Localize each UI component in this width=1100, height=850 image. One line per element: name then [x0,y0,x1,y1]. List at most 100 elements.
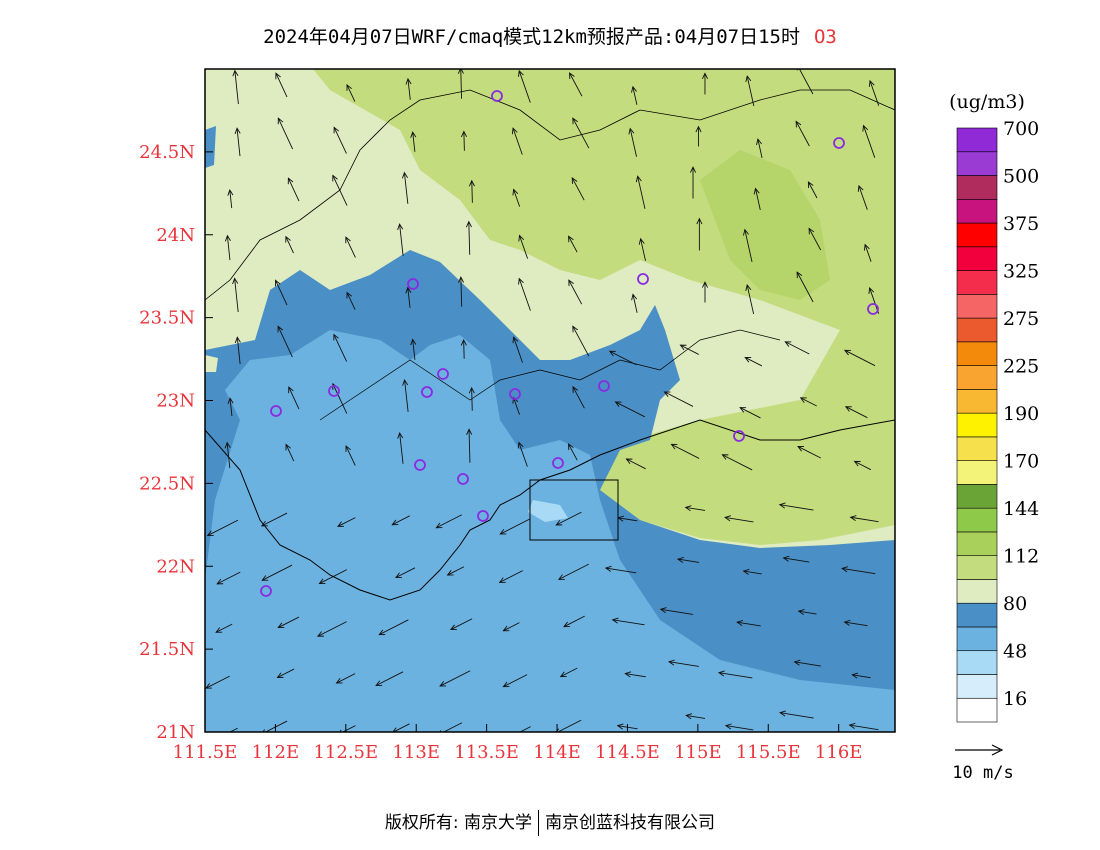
wind-arrowhead [868,286,875,294]
wind-arrow [345,237,356,258]
colorbar-swatch [956,270,998,295]
wind-arrowhead [807,181,814,189]
wind-arrow [869,80,880,106]
colorbar-swatch [956,579,998,604]
wind-arrowhead [318,578,326,585]
wind-arrow [346,84,356,102]
wind-arrow [379,619,409,636]
wind-arrowhead [557,574,565,580]
wind-arrowhead [457,276,465,283]
wind-arrow [563,615,585,628]
wind-arrow [518,442,528,467]
wind-arrow [205,675,230,689]
wind-arrowhead [517,441,524,449]
wind-arrow [403,172,409,204]
wind-arrowhead [744,356,752,363]
wind-arrowhead [721,454,729,460]
wind-arrow [568,279,583,305]
x-tick-label: 112.5E [313,742,378,763]
wind-arrow [277,326,293,358]
stations [260,90,879,597]
wind-arrowhead [736,620,744,626]
wind-arrowhead [276,672,284,678]
wind-arrow [572,386,585,409]
wind-arrow [858,185,868,210]
wind-vectors [205,69,880,732]
wind-arrowhead [608,350,616,357]
wind-arrowhead [695,125,702,133]
wind-arrow [333,127,347,154]
wind-arrowhead [277,117,284,125]
title-main: 2024年04月07日WRF/cmaq模式12km预报产品:04月07日15时 [263,26,800,48]
colorbar-swatch [956,626,998,652]
colorbar-label: 275 [1003,308,1039,330]
wind-arrow [785,341,810,355]
wind-arrowhead [511,127,518,135]
colorbar: 16 48 80 112 144 170 190 225 275 325 375 500 700 [956,118,1039,723]
wind-arrow [399,432,404,464]
wind-arrow [660,608,694,615]
station-marker [491,90,503,102]
wind-arrow [229,727,238,732]
wind-arrow [664,391,694,407]
wind-arrow [757,139,763,159]
colorbar-swatch [956,389,998,414]
wind-arrowhead [797,445,804,452]
wind-arrow [572,326,590,357]
wind-arrowhead [346,291,352,299]
x-tick-label: 112E [252,742,300,763]
wind-arrowhead [844,406,852,412]
wind-arrowhead [274,279,281,287]
wind-arrowhead [378,629,386,636]
wind-arrow [468,429,471,463]
colorbar-label: 375 [1003,213,1039,235]
title-species: O3 [813,26,837,48]
wind-arrow [668,661,699,667]
wind-arrow [317,621,347,637]
wind-arrow [463,131,465,151]
wind-arrowhead [555,728,560,732]
wind-arrowhead [717,670,725,677]
wind-arrowhead [778,502,786,509]
wind-arrowhead [863,243,870,251]
wind-arrow [618,517,638,522]
wind-arrow [332,383,348,414]
wind-arrow [468,221,471,255]
wind-arrow [842,567,876,575]
wind-arrow [625,673,646,678]
wind-arrow [808,228,822,251]
wind-arrowhead [397,431,404,439]
wind-arrowhead [401,171,408,179]
wind-arrowhead [617,515,625,522]
wind-arrow [626,458,646,470]
wind-arrow [560,667,578,678]
y-tick-label: 24.5N [139,142,195,163]
wind-arrowhead [460,130,468,138]
wind-arrowhead [572,385,579,393]
colorbar-label: 80 [1003,593,1027,615]
copyright-separator [538,810,540,836]
wind-arrowhead [724,515,731,522]
wind-arrow [518,278,531,311]
colorbar-swatch [956,460,998,485]
wind-arrowhead [696,217,703,225]
colorbar-label: 700 [1003,118,1039,140]
station-marker [407,278,419,290]
wind-arrow [568,443,578,461]
field-zone-48 [205,330,895,732]
wind-arrow [571,177,585,201]
wind-arrowhead [742,568,750,575]
wind-arrowhead [563,621,570,628]
wind-arrowhead [679,344,687,351]
wind-arrowhead [862,124,869,132]
wind-arrowhead [572,117,578,125]
y-axis: 21N 21.5N 22N 22.5N 23N 23.5N 24N 24.5N [139,142,213,743]
wind-arrow [615,401,645,418]
wind-arrowhead [868,79,875,87]
colorbar-swatch [956,317,998,343]
wind-arrowhead [797,609,805,616]
wind-arrow [412,339,416,360]
wind-arrow [556,511,582,526]
wind-arrow [277,118,294,150]
wind-arrow [288,386,300,410]
